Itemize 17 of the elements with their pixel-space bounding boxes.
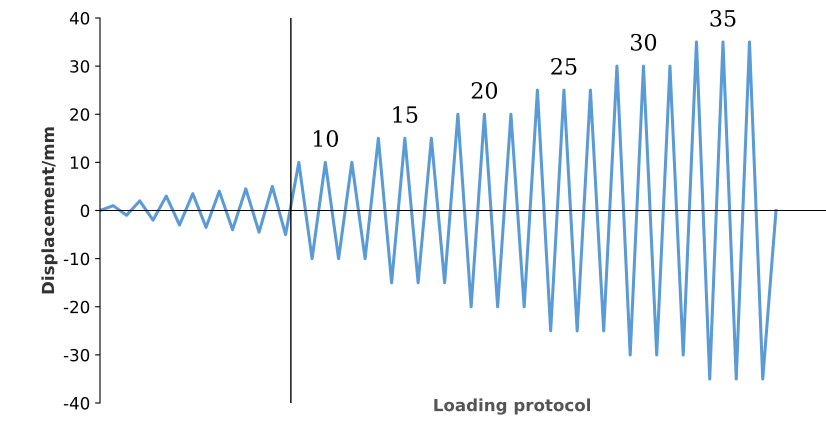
x-axis-title: Loading protocol — [434, 398, 590, 415]
annotation: 10 — [314, 130, 338, 147]
y-tick-label: -20 — [64, 300, 90, 314]
annotation: 35 — [710, 10, 736, 27]
y-tick-label: 0 — [80, 204, 90, 218]
y-tick-label: -40 — [64, 396, 90, 410]
y-tick-label: 40 — [70, 12, 90, 25]
y-tick-label: 30 — [70, 60, 90, 73]
annotation: 15 — [393, 106, 418, 123]
y-axis-title: Displacement/mm — [41, 127, 58, 294]
y-tick-label: -30 — [64, 348, 90, 362]
annotation: 30 — [631, 34, 656, 51]
y-tick-label: 20 — [70, 108, 90, 121]
annotation: 25 — [551, 58, 576, 75]
annotation: 20 — [472, 82, 498, 99]
y-tick-label: 10 — [70, 156, 90, 169]
y-tick-label: -10 — [64, 252, 90, 266]
